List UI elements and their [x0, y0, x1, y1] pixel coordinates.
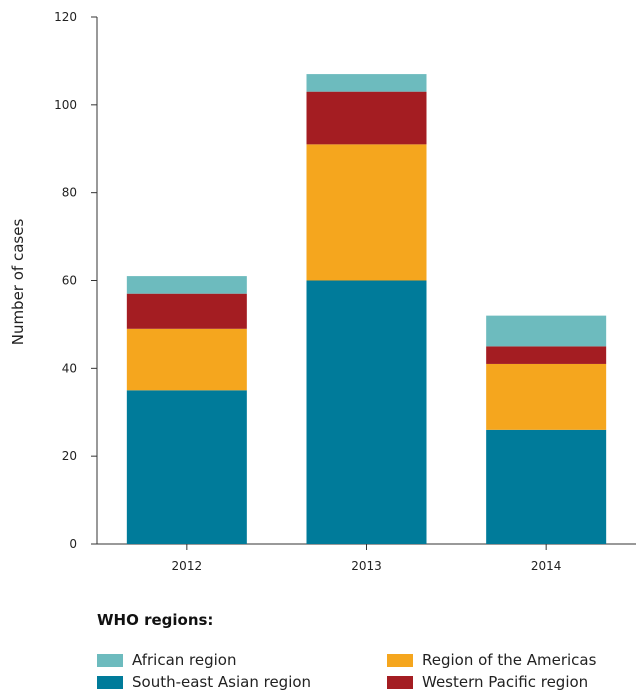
x-tick-label: 2013 — [351, 559, 382, 573]
legend-swatch — [97, 675, 123, 689]
y-tick-label: 80 — [62, 186, 77, 200]
bar-segment — [306, 280, 427, 544]
legend-item: South-east Asian region — [97, 672, 387, 692]
bar-chart: 0 20 40 60 80 100 120 2012 2013 2014 Number of ca… — [9, 10, 636, 573]
bar-segment — [306, 91, 427, 145]
y-tick-label: 120 — [54, 10, 77, 24]
legend-label: South-east Asian region — [132, 673, 312, 691]
legend-label: African region — [132, 651, 237, 669]
legend-item: Western Pacific region — [387, 672, 636, 692]
bar-segment — [126, 276, 247, 294]
bars — [126, 74, 607, 544]
y-tick-label: 40 — [62, 361, 77, 375]
bar-segment — [486, 363, 607, 430]
x-tick-label: 2012 — [172, 559, 203, 573]
bar-segment — [126, 390, 247, 544]
y-tick-label: 0 — [69, 537, 77, 551]
bar-segment — [126, 293, 247, 329]
bar-segment — [306, 144, 427, 281]
legend-swatch — [387, 675, 413, 689]
bar-segment — [486, 315, 607, 347]
bar-segment — [486, 429, 607, 544]
y-tick-label: 60 — [62, 274, 77, 288]
legend-swatch — [387, 653, 413, 667]
bar-segment — [486, 346, 607, 364]
legend-title: WHO regions: — [97, 611, 214, 629]
legend: African region Region of the Americas Sout… — [97, 650, 636, 692]
legend-item: Region of the Americas — [387, 650, 636, 670]
x-tick-label: 2014 — [531, 559, 562, 573]
bar-segment — [126, 328, 247, 391]
y-axis-title: Number of cases — [9, 219, 27, 346]
tick-labels: 0 20 40 60 80 100 120 2012 2013 2014 — [54, 10, 561, 573]
legend-swatch — [97, 653, 123, 667]
y-tick-label: 20 — [62, 449, 77, 463]
bar-segment — [306, 74, 427, 92]
legend-label: Western Pacific region — [422, 673, 589, 691]
legend-item: African region — [97, 650, 387, 670]
y-tick-label: 100 — [54, 98, 77, 112]
legend-label: Region of the Americas — [422, 651, 597, 669]
